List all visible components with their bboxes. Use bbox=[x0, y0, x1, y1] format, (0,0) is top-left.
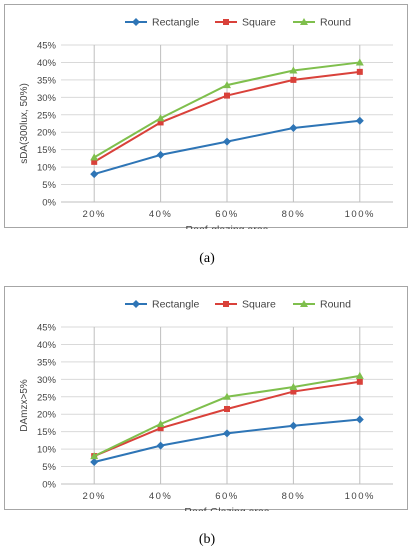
chart-b-y-tick-label: 40% bbox=[37, 340, 57, 351]
chart-b-legend-label: Square bbox=[242, 299, 276, 311]
chart-b-data-point bbox=[356, 378, 363, 385]
chart-a-x-tick-label: 40% bbox=[149, 209, 173, 220]
chart-b-legend-entry: Rectangle bbox=[125, 299, 199, 311]
chart-a-y-tick-label: 0% bbox=[42, 198, 56, 209]
chart-b-x-tick-label: 100% bbox=[345, 491, 375, 502]
chart-b-y-tick-label: 25% bbox=[37, 392, 57, 403]
chart-a-x-tick-label: 100% bbox=[345, 209, 375, 220]
chart-a-legend-marker bbox=[132, 18, 140, 26]
chart-a-y-tick-label: 45% bbox=[37, 41, 57, 52]
chart-b-y-tick-label: 45% bbox=[37, 323, 57, 334]
chart-a-svg: 0% 5% 10% 15% 20% 25% 30% 35% 40% 45% 20% 40% 60% 80%… bbox=[19, 17, 393, 229]
chart-a-y-tick-label: 10% bbox=[37, 163, 57, 174]
chart-b-y-tick-label: 35% bbox=[37, 357, 57, 368]
chart-b-data-point bbox=[157, 425, 164, 432]
chart-b-data-point bbox=[156, 441, 165, 450]
chart-b-data-point bbox=[355, 371, 364, 379]
chart-a-data-point bbox=[157, 119, 164, 126]
chart-b-data-point bbox=[156, 419, 165, 427]
chart-a-y-axis-label: sDA(300lux, 50%) bbox=[19, 83, 30, 164]
chart-b-data-point bbox=[90, 458, 99, 467]
chart-b-y-tick-label: 0% bbox=[42, 480, 56, 491]
chart-a-data-point bbox=[355, 58, 364, 66]
chart-b-data-point bbox=[224, 405, 230, 412]
chart-b-legend-marker bbox=[300, 300, 308, 307]
chart-a-y-tick-label: 25% bbox=[37, 110, 57, 121]
chart-a-data-point bbox=[223, 81, 231, 89]
chart-b-y-axis-label: DAmzx>5% bbox=[19, 379, 30, 432]
chart-panel-b: 0% 5% 10% 15% 20% 25% 30% 35% 40% 45% 20% 40% 60% 80%… bbox=[4, 286, 408, 511]
chart-a-y-tick-label: 40% bbox=[37, 58, 57, 69]
chart-a-data-point bbox=[90, 153, 99, 161]
chart-b-series-round bbox=[90, 371, 364, 460]
chart-a-x-tick-label: 20% bbox=[82, 209, 106, 220]
chart-b-data-point bbox=[289, 421, 298, 430]
chart-a-legend-label: Square bbox=[242, 17, 276, 29]
chart-a-data-point bbox=[223, 137, 231, 146]
chart-b-legend-label: Round bbox=[320, 299, 351, 311]
chart-a-x-tick-label: 60% bbox=[215, 209, 239, 220]
chart-b-legend-marker bbox=[223, 301, 229, 307]
chart-b-x-tick-label: 60% bbox=[215, 491, 239, 502]
chart-a-x-tick-label: 80% bbox=[282, 209, 306, 220]
chart-a-data-point bbox=[156, 114, 165, 122]
caption-a: (a) bbox=[199, 251, 215, 266]
chart-a-legend-entry: Rectangle bbox=[125, 17, 199, 29]
chart-b-x-tick-label: 40% bbox=[149, 491, 173, 502]
chart-b-data-point bbox=[290, 388, 297, 395]
chart-a-y-tick-label: 30% bbox=[37, 93, 57, 104]
chart-a-y-tick-label: 5% bbox=[42, 180, 56, 191]
chart-b-legend-entry: Round bbox=[293, 299, 351, 311]
chart-a-data-point bbox=[156, 150, 165, 159]
chart-b-svg: 0% 5% 10% 15% 20% 25% 30% 35% 40% 45% 20% 40% 60% 80%… bbox=[19, 299, 393, 511]
chart-b-legend-marker bbox=[132, 300, 140, 308]
chart-a-data-point bbox=[289, 124, 298, 133]
chart-a-legend-entry: Square bbox=[215, 17, 276, 29]
chart-b-data-point bbox=[223, 429, 231, 438]
chart-a-series-round bbox=[90, 58, 364, 161]
caption-b: (b) bbox=[198, 532, 216, 547]
chart-b-data-point bbox=[355, 415, 364, 424]
chart-a-series-square bbox=[91, 68, 363, 165]
chart-b-series-rectangle bbox=[90, 415, 364, 467]
chart-a-legend-label: Round bbox=[320, 17, 351, 29]
chart-a-data-point bbox=[90, 170, 99, 179]
chart-a-y-tick-label: 15% bbox=[37, 145, 57, 156]
chart-a-y-tick-label: 35% bbox=[37, 75, 57, 86]
chart-a-data-point bbox=[355, 116, 364, 125]
chart-b-legend-label: Rectangle bbox=[152, 299, 199, 311]
chart-b-data-point bbox=[223, 392, 231, 400]
chart-b-y-tick-label: 5% bbox=[42, 462, 56, 473]
chart-a-data-point bbox=[290, 76, 297, 83]
chart-b-x-axis-label: Roof-Glazing area bbox=[184, 506, 269, 511]
chart-b-legend-entry: Square bbox=[215, 299, 276, 311]
chart-b-y-tick-label: 10% bbox=[37, 445, 57, 456]
chart-a-legend-marker bbox=[300, 18, 308, 25]
chart-a-data-point bbox=[91, 158, 98, 165]
chart-b-x-tick-label: 80% bbox=[282, 491, 306, 502]
chart-b-x-tick-label: 20% bbox=[82, 491, 106, 502]
chart-b-data-point bbox=[289, 383, 298, 391]
chart-a-data-point bbox=[224, 92, 230, 99]
chart-a-legend-marker bbox=[223, 19, 229, 25]
chart-b-y-tick-label: 30% bbox=[37, 375, 57, 386]
chart-b-y-tick-label: 20% bbox=[37, 410, 57, 421]
chart-a-y-tick-label: 20% bbox=[37, 128, 57, 139]
chart-a-legend-entry: Round bbox=[293, 17, 351, 29]
chart-a-series-rectangle bbox=[90, 116, 364, 179]
chart-a-legend-label: Rectangle bbox=[152, 17, 199, 29]
chart-b-y-tick-label: 15% bbox=[37, 427, 57, 438]
chart-a-x-axis-label: Roof-glazing area bbox=[186, 224, 269, 229]
chart-a-data-point bbox=[289, 66, 298, 74]
chart-a-data-point bbox=[356, 68, 363, 75]
chart-panel-a: 0% 5% 10% 15% 20% 25% 30% 35% 40% 45% 20% 40% 60% 80%… bbox=[4, 4, 408, 229]
chart-b-data-point bbox=[90, 452, 99, 460]
